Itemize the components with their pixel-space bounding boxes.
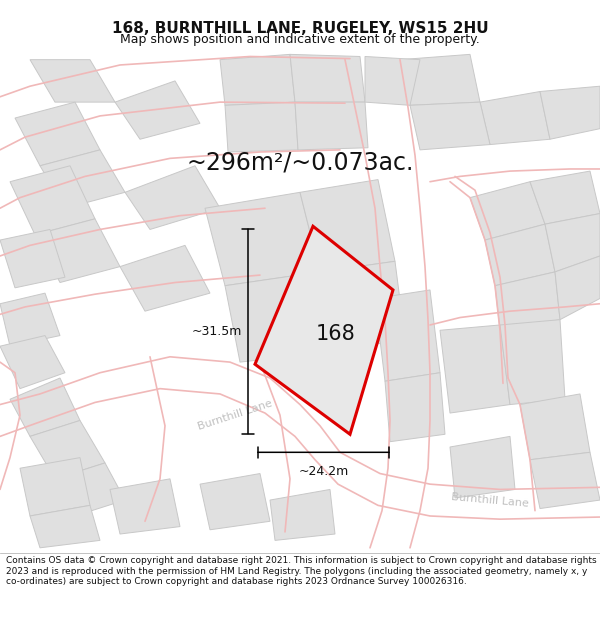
- Polygon shape: [440, 325, 510, 413]
- Polygon shape: [225, 272, 335, 362]
- Text: Map shows position and indicative extent of the property.: Map shows position and indicative extent…: [120, 33, 480, 46]
- Polygon shape: [470, 182, 545, 240]
- Polygon shape: [255, 226, 393, 434]
- Text: ~24.2m: ~24.2m: [298, 465, 349, 478]
- Text: ~296m²/~0.073ac.: ~296m²/~0.073ac.: [187, 151, 413, 174]
- Polygon shape: [290, 54, 365, 102]
- Polygon shape: [295, 102, 368, 150]
- Polygon shape: [0, 229, 65, 288]
- Text: ~31.5m: ~31.5m: [191, 325, 242, 338]
- Polygon shape: [0, 293, 60, 346]
- Polygon shape: [30, 421, 105, 479]
- Polygon shape: [485, 224, 555, 286]
- Polygon shape: [125, 166, 220, 229]
- Polygon shape: [300, 179, 395, 272]
- Polygon shape: [495, 272, 560, 330]
- Polygon shape: [20, 458, 90, 516]
- Polygon shape: [205, 192, 320, 286]
- Polygon shape: [35, 219, 120, 282]
- Polygon shape: [520, 394, 590, 460]
- Text: Contains OS data © Crown copyright and database right 2021. This information is : Contains OS data © Crown copyright and d…: [6, 556, 596, 586]
- Polygon shape: [410, 102, 490, 150]
- Polygon shape: [480, 91, 550, 144]
- Polygon shape: [540, 86, 600, 139]
- Text: Burnthill Lane: Burnthill Lane: [196, 398, 274, 432]
- Polygon shape: [320, 261, 405, 351]
- Polygon shape: [375, 290, 440, 381]
- Polygon shape: [530, 452, 600, 509]
- Polygon shape: [400, 54, 480, 105]
- Polygon shape: [545, 214, 600, 272]
- Polygon shape: [115, 81, 200, 139]
- Polygon shape: [200, 474, 270, 530]
- Polygon shape: [0, 336, 65, 389]
- Polygon shape: [270, 489, 335, 541]
- Polygon shape: [385, 372, 445, 442]
- Polygon shape: [500, 319, 565, 404]
- Polygon shape: [120, 246, 210, 311]
- Text: 168: 168: [316, 324, 356, 344]
- Polygon shape: [55, 463, 125, 516]
- Polygon shape: [530, 171, 600, 224]
- Polygon shape: [15, 102, 100, 166]
- Polygon shape: [110, 479, 180, 534]
- Polygon shape: [10, 166, 95, 235]
- Polygon shape: [10, 378, 80, 436]
- Polygon shape: [365, 56, 420, 105]
- Polygon shape: [555, 256, 600, 319]
- Polygon shape: [30, 506, 100, 548]
- Polygon shape: [225, 102, 298, 152]
- Text: Burnthill Lane: Burnthill Lane: [451, 492, 529, 508]
- Text: 168, BURNTHILL LANE, RUGELEY, WS15 2HU: 168, BURNTHILL LANE, RUGELEY, WS15 2HU: [112, 21, 488, 36]
- Polygon shape: [450, 436, 515, 498]
- Polygon shape: [40, 150, 125, 208]
- Polygon shape: [220, 54, 295, 105]
- Polygon shape: [30, 59, 115, 102]
